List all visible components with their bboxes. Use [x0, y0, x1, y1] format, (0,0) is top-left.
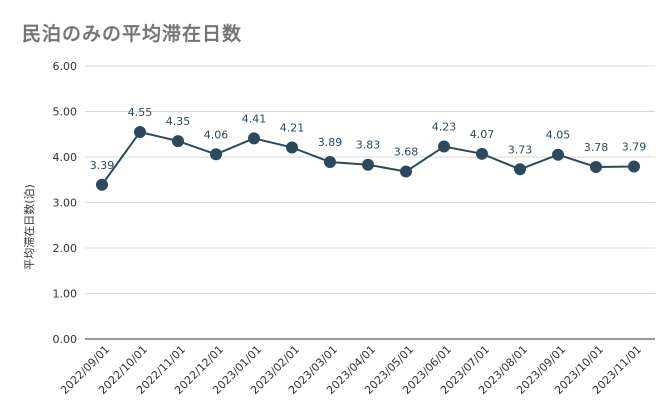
- data-point: [476, 147, 488, 160]
- data-label: 3.79: [622, 141, 647, 154]
- data-label: 4.35: [166, 115, 191, 128]
- data-point: [438, 140, 450, 153]
- chart-title: 民泊のみの平均滞在日数: [22, 23, 243, 45]
- data-label: 4.07: [470, 128, 495, 141]
- y-axis-label: 平均滞在日数(泊): [23, 184, 36, 270]
- data-point: [552, 148, 564, 161]
- data-point: [514, 163, 526, 176]
- data-label: 4.41: [242, 112, 267, 125]
- y-tick-label: 6.00: [53, 60, 78, 73]
- y-tick-label: 2.00: [53, 242, 78, 255]
- y-tick-label: 0.00: [53, 333, 78, 346]
- data-label: 4.23: [432, 121, 457, 134]
- y-tick-label: 4.00: [53, 151, 78, 164]
- data-point: [134, 125, 146, 138]
- data-label: 3.73: [508, 143, 533, 156]
- data-point: [628, 160, 640, 173]
- data-label: 3.89: [318, 136, 343, 149]
- data-point: [324, 156, 336, 169]
- y-tick-label: 5.00: [53, 106, 78, 119]
- y-tick-label: 3.00: [53, 197, 78, 210]
- data-label: 4.05: [546, 129, 571, 142]
- data-point: [210, 148, 222, 161]
- data-point: [362, 158, 374, 171]
- data-label: 3.39: [90, 159, 115, 172]
- data-label: 4.06: [204, 128, 229, 141]
- data-label: 4.21: [280, 121, 305, 134]
- data-point: [172, 135, 184, 148]
- data-label: 3.78: [584, 141, 609, 154]
- data-label: 4.55: [128, 106, 153, 119]
- data-label: 3.68: [394, 146, 419, 159]
- data-point: [96, 178, 108, 191]
- data-point: [400, 165, 412, 178]
- data-point: [286, 141, 298, 154]
- data-point: [590, 161, 602, 174]
- data-point: [248, 132, 260, 145]
- y-tick-label: 1.00: [53, 288, 78, 301]
- data-label: 3.83: [356, 139, 381, 152]
